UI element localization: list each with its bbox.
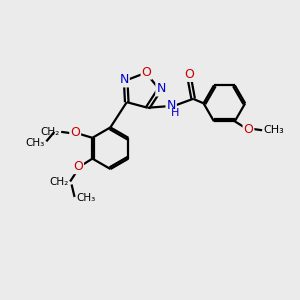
Text: CH₃: CH₃ (26, 138, 45, 148)
Text: N: N (119, 74, 129, 86)
Text: O: O (73, 160, 83, 173)
Text: H: H (171, 108, 179, 118)
Text: CH₃: CH₃ (76, 194, 95, 203)
Text: N: N (167, 99, 176, 112)
Text: O: O (184, 68, 194, 81)
Text: CH₃: CH₃ (264, 125, 284, 135)
Text: N: N (156, 82, 166, 95)
Text: O: O (70, 126, 80, 139)
Text: CH₂: CH₂ (50, 176, 69, 187)
Text: CH₂: CH₂ (40, 127, 60, 137)
Text: O: O (142, 66, 152, 79)
Text: O: O (244, 123, 254, 136)
